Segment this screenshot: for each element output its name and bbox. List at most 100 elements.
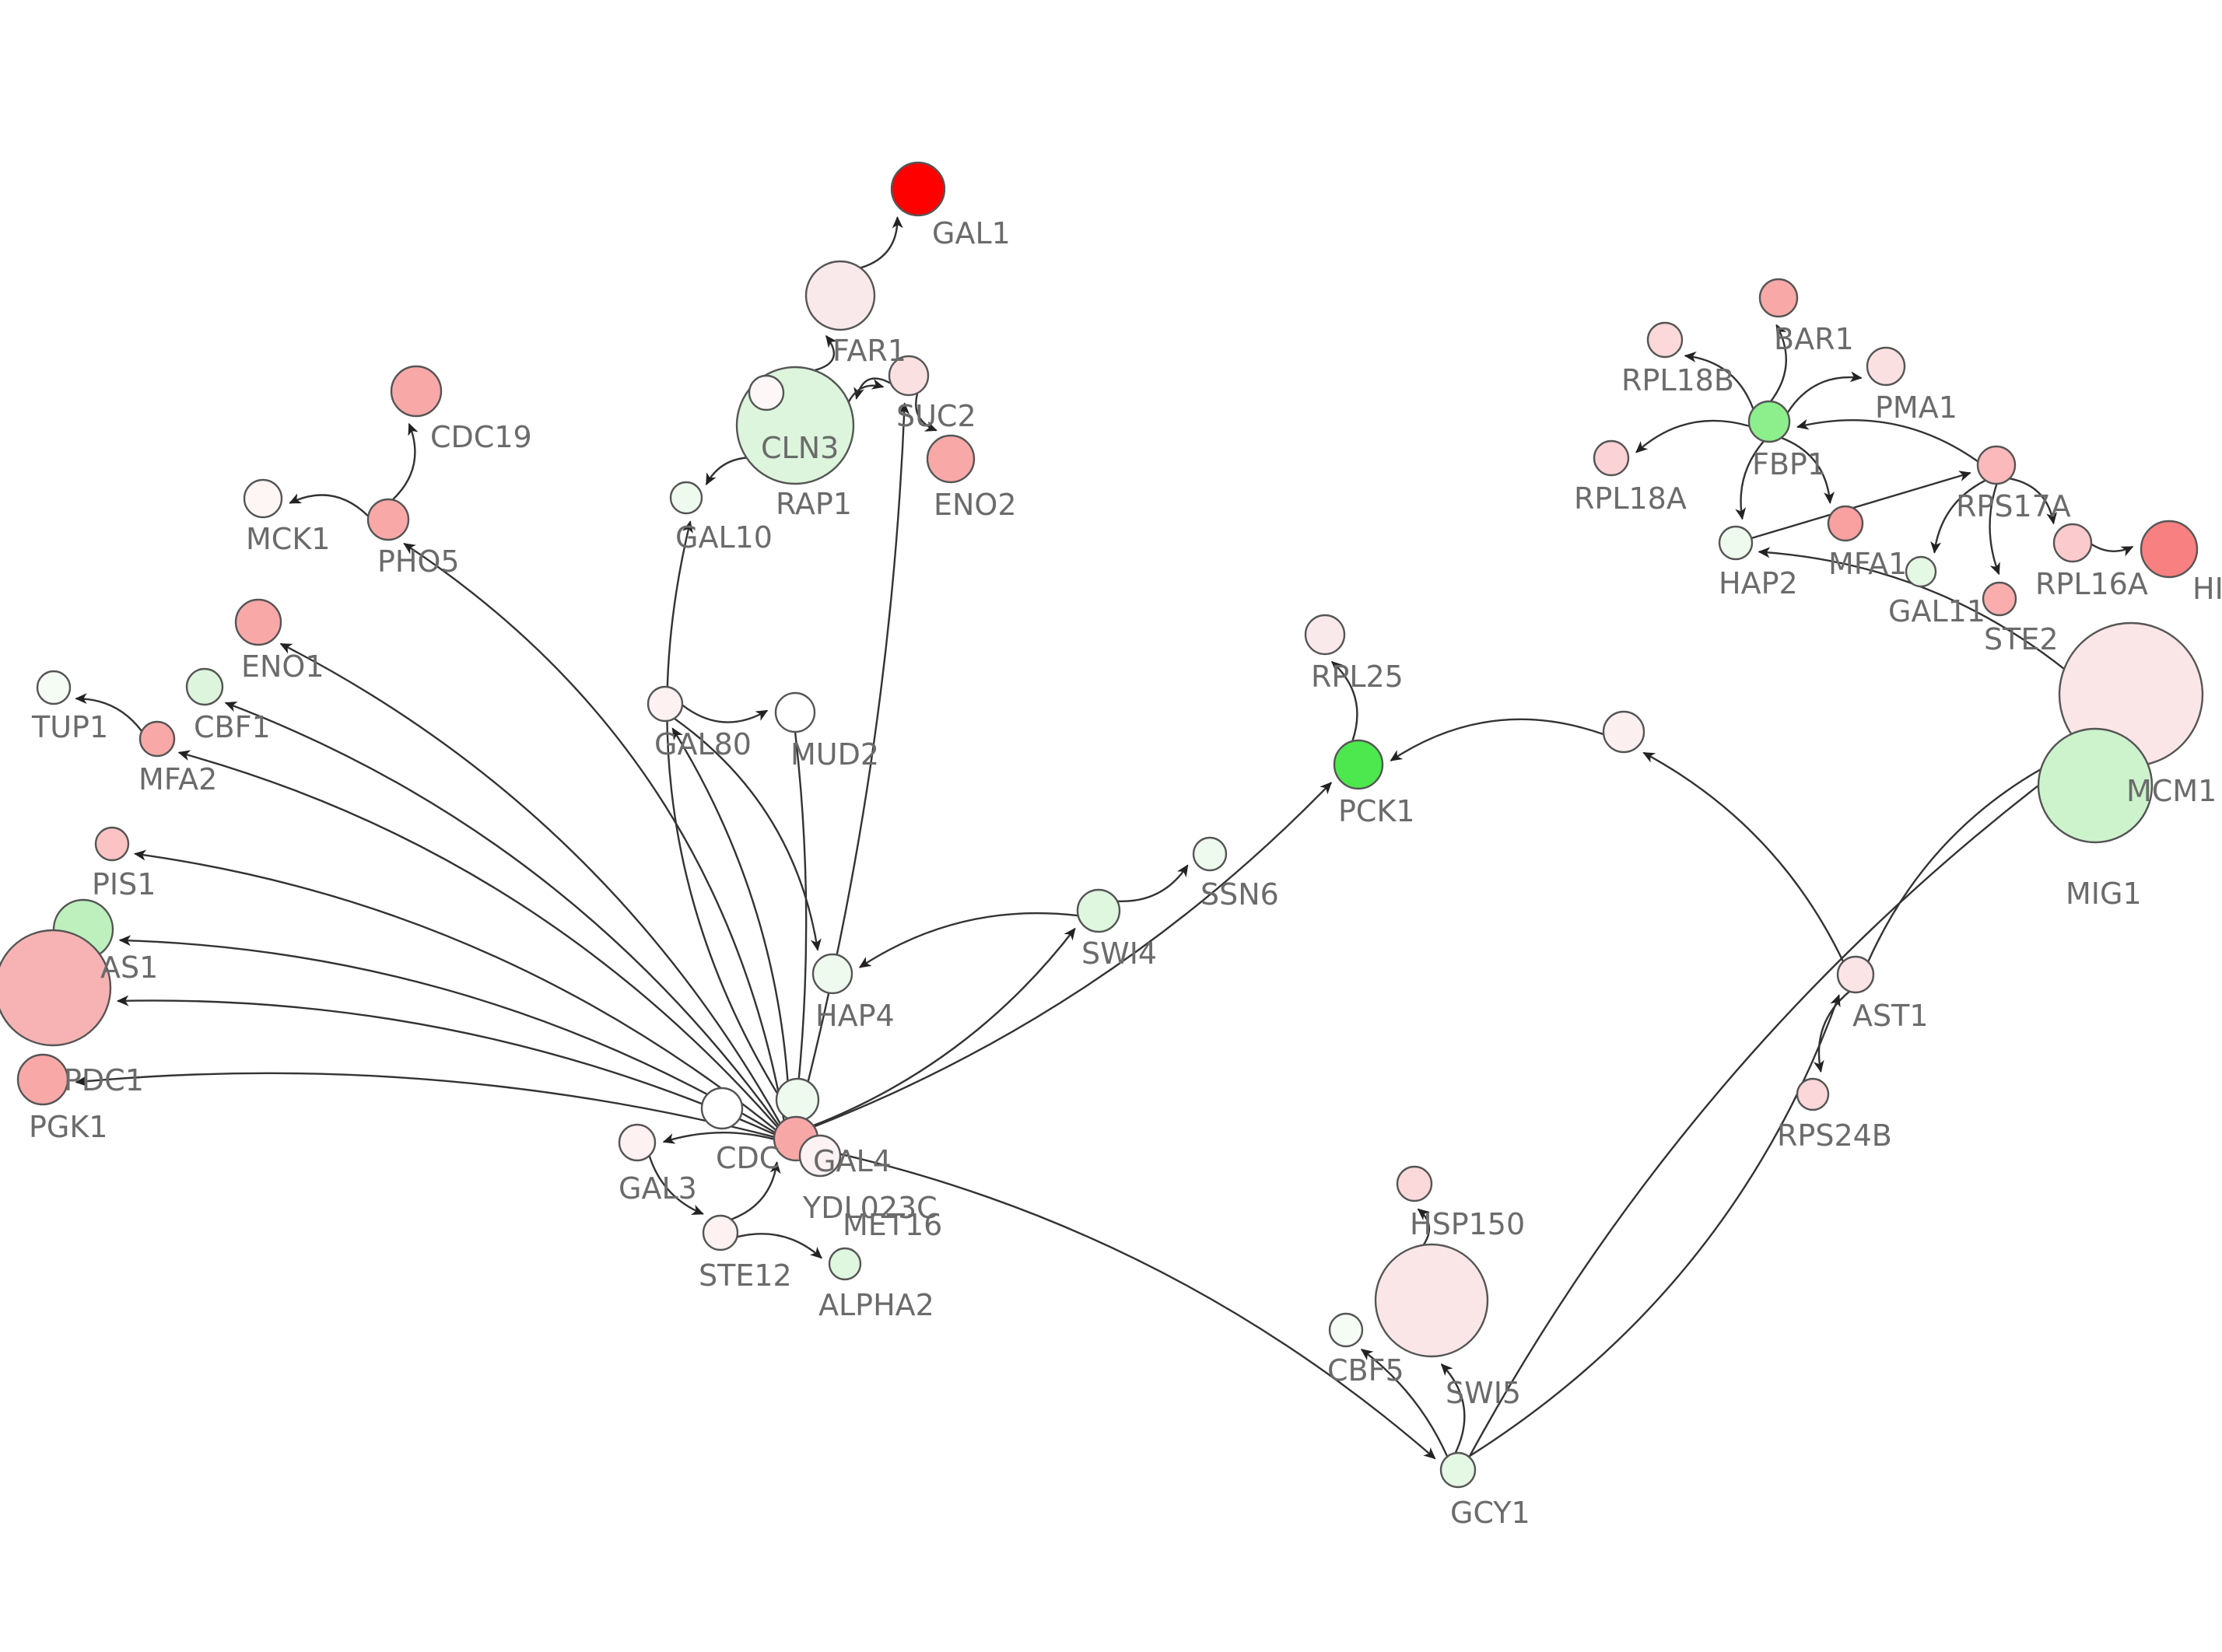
node-PMA1[interactable]: [1866, 346, 1906, 387]
edge-RPL16A-to-HIS4: [2091, 543, 2134, 557]
edge-RPS17A-to-GAL11: [1930, 479, 1986, 554]
node-label-PDC1: PDC1: [64, 1063, 144, 1097]
node-label-HAP2: HAP2: [1719, 566, 1798, 600]
node-MCK1[interactable]: [243, 478, 283, 519]
node-PGK1[interactable]: [16, 1053, 69, 1106]
edge-GAL4-to-PGK1: [75, 1072, 775, 1138]
node-label-STE12: STE12: [699, 1258, 792, 1293]
edge-PCK1-to-RPL25: [1330, 660, 1358, 742]
edge-RPS17A-to-FBP1: [1796, 418, 1979, 463]
edge-FBP1-to-BAR1: [1770, 324, 1787, 402]
node-AST1[interactable]: [1836, 955, 1875, 994]
edge-SUC2-to-ENO2: [915, 393, 938, 432]
node-HIS4[interactable]: [2140, 520, 2199, 579]
node-STE2[interactable]: [1982, 581, 2017, 617]
node-label-RPL25: RPL25: [1311, 660, 1404, 694]
node-RPL18A[interactable]: [1593, 439, 1630, 477]
node-GAL1[interactable]: [890, 161, 946, 217]
node-FBP1[interactable]: [1747, 400, 1791, 443]
edge-RPS17A-to-STE2: [1989, 483, 2000, 576]
node-ENO2[interactable]: [926, 434, 976, 484]
node-CBF5[interactable]: [1328, 1312, 1364, 1348]
node-PCK1[interactable]: [1333, 739, 1384, 790]
node-CBF1[interactable]: [185, 667, 224, 706]
node-CDC19[interactable]: [390, 365, 443, 418]
node-STE12[interactable]: [702, 1214, 739, 1251]
node-label-SSN6: SSN6: [1200, 877, 1279, 912]
node-MFA2[interactable]: [138, 720, 176, 758]
node-ENO1[interactable]: [234, 598, 282, 646]
node-ALPHA2[interactable]: [828, 1247, 862, 1281]
node-label-HIS4: HIS4: [2192, 572, 2222, 606]
node-label-PGK1: PGK1: [29, 1110, 108, 1144]
node-PIS1[interactable]: [94, 826, 130, 862]
edge-GAL4-to-CBF1: [224, 702, 780, 1126]
node-label-SWI4: SWI4: [1081, 936, 1158, 971]
edge-GCY1-to-AST1: [1468, 994, 1841, 1458]
node-YDL023C[interactable]: [798, 1134, 842, 1178]
edge-HAP2-to-RPS17A: [1751, 471, 1971, 540]
edge-GAL80-to-MUD2: [682, 704, 769, 723]
edge-GAL4-to-PIS1: [133, 849, 777, 1131]
edge-unlabeled_node_right_of_pck1-to-PCK1: [1390, 718, 1604, 761]
node-HAP2[interactable]: [1718, 525, 1754, 561]
node-label-CLN3: CLN3: [761, 431, 839, 465]
node-SWI5[interactable]: [1374, 1243, 1489, 1358]
node-RPL16A[interactable]: [2052, 523, 2093, 563]
edge-GAL4-to-GAL3: [662, 1131, 775, 1144]
node-layer: [0, 161, 2204, 1489]
node-HSP150[interactable]: [1396, 1165, 1433, 1202]
edge-FBP1-to-MFA1: [1781, 436, 1835, 504]
node-BAR1[interactable]: [1758, 278, 1799, 318]
edge-GAL80-to-HAP4: [673, 717, 822, 951]
node-SUC2[interactable]: [888, 355, 930, 397]
node-label-GAL4: GAL4: [813, 1144, 892, 1178]
node-GAL3[interactable]: [618, 1123, 657, 1162]
node-label-PHO5: PHO5: [377, 544, 460, 579]
node-SSN6[interactable]: [1192, 836, 1228, 872]
node-FAR1[interactable]: [804, 260, 876, 331]
node-GAL80[interactable]: [647, 685, 684, 723]
node-MUD2[interactable]: [774, 691, 816, 733]
node-MIG1[interactable]: [2037, 727, 2154, 844]
node-label-FAR1: FAR1: [832, 334, 906, 368]
edge-GAL4-to-PDC1: [116, 995, 776, 1136]
node-unlabeled_node_right_of_pck1[interactable]: [1602, 710, 1645, 754]
node-RAP1[interactable]: [748, 374, 785, 411]
node-label-RPS24B: RPS24B: [1777, 1118, 1892, 1153]
edge-SWI5-to-HSP150: [1417, 1208, 1431, 1246]
node-RPL18B[interactable]: [1646, 321, 1684, 359]
node-label-ALPHA2: ALPHA2: [818, 1288, 934, 1322]
node-label-CDC: CDC: [716, 1141, 780, 1175]
node-PDC1[interactable]: [0, 929, 112, 1047]
edge-layer: [75, 215, 2134, 1460]
node-GAL11[interactable]: [1905, 555, 1937, 588]
node-RPS24B[interactable]: [1796, 1077, 1830, 1111]
node-HAP4[interactable]: [811, 953, 853, 995]
node-RPS17A[interactable]: [1976, 445, 2017, 485]
node-MFA1[interactable]: [1827, 505, 1864, 542]
node-label-CDC19: CDC19: [430, 420, 532, 454]
edge-FAR1-to-GAL1: [860, 215, 903, 269]
edge-FBP1-to-PMA1: [1786, 371, 1863, 414]
node-label-SWI5: SWI5: [1446, 1376, 1522, 1410]
node-SWI4[interactable]: [1076, 888, 1121, 933]
edge-GAL4-to-AS1: [118, 935, 776, 1134]
node-MET16[interactable]: [775, 1077, 820, 1122]
edge-GAL4-to-GCY1: [815, 1147, 1436, 1460]
node-PHO5[interactable]: [366, 498, 410, 541]
edge-MUD2-to-GAL4: [791, 731, 808, 1110]
node-GCY1[interactable]: [1439, 1451, 1477, 1489]
node-label-FBP1: FBP1: [1752, 447, 1827, 481]
edge-GAL4-to-ENO1: [279, 642, 781, 1125]
edge-FBP1-to-RPL18A: [1635, 419, 1751, 453]
node-GAL10[interactable]: [669, 481, 703, 515]
node-CDC[interactable]: [700, 1087, 744, 1130]
node-label-MET16: MET16: [843, 1208, 943, 1242]
edge-GCY1-to-SWI5: [1440, 1363, 1466, 1454]
node-label-AS1: AS1: [100, 950, 159, 985]
node-RPL25[interactable]: [1304, 614, 1346, 656]
node-TUP1[interactable]: [36, 670, 72, 705]
